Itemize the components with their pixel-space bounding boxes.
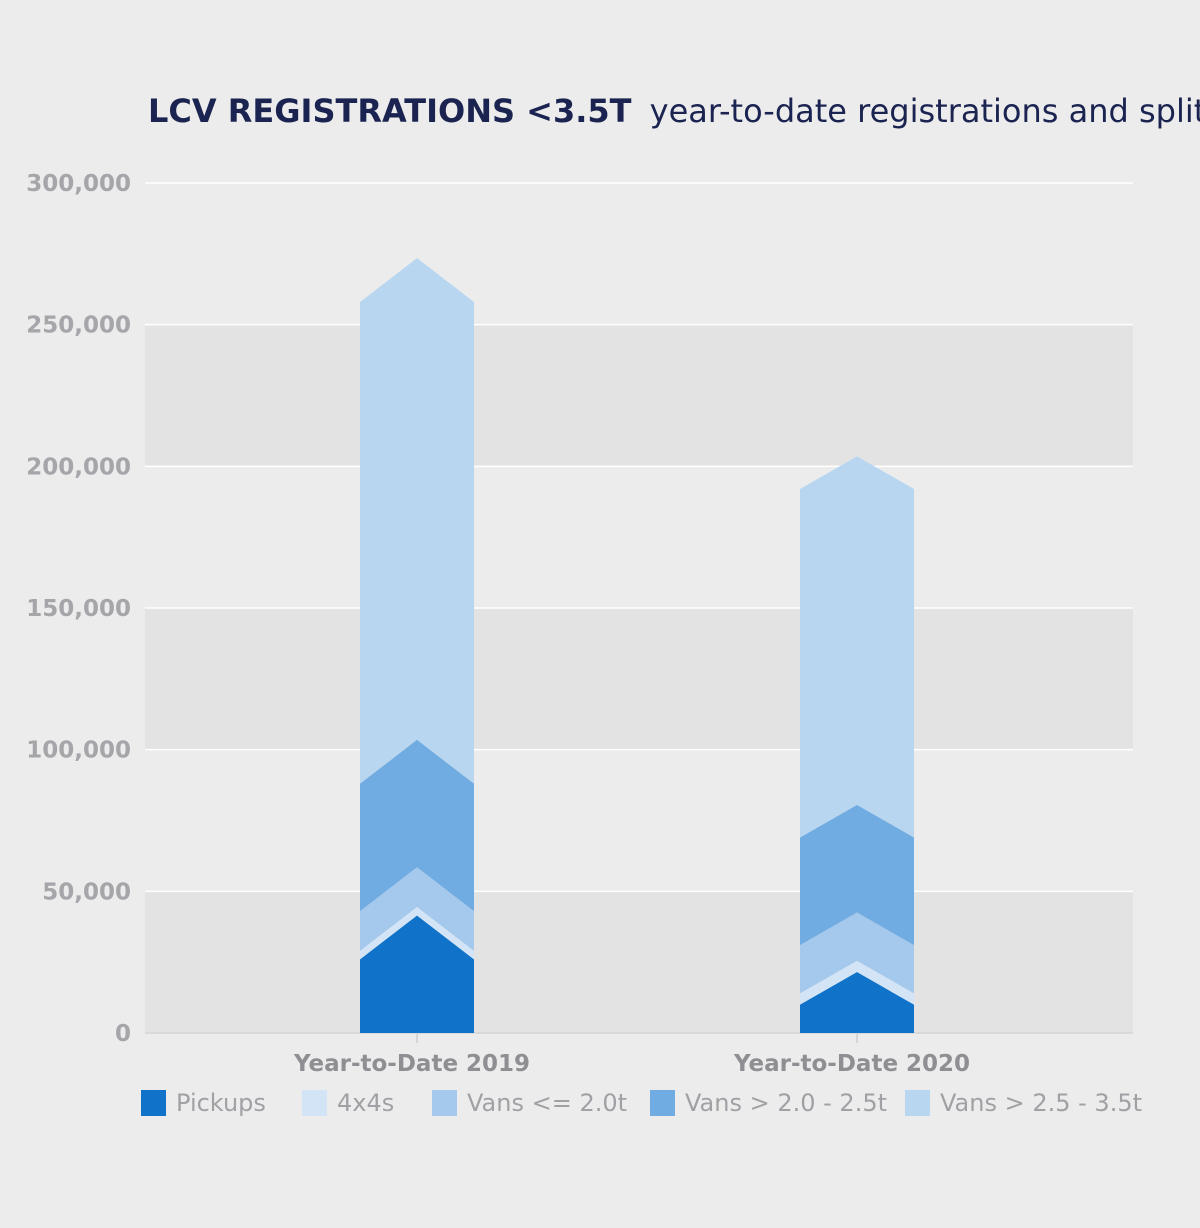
chart-title-bold: LCV REGISTRATIONS <3.5T [148, 92, 632, 130]
legend-label: 4x4s [337, 1089, 394, 1117]
bar-segment-5 [360, 258, 474, 784]
legend-swatch [432, 1090, 457, 1116]
plot-bands [145, 324, 1133, 1033]
bar-segment-4 [800, 804, 914, 946]
legend-item: Vans > 2.0 - 2.5t [650, 1089, 887, 1117]
x-axis: Year-to-Date 2019 Year-to-Date 2020 [293, 1033, 970, 1077]
y-tick-label: 100,000 [26, 738, 131, 764]
bar-segment-1 [360, 915, 474, 1033]
y-tick-label: 150,000 [26, 596, 131, 622]
legend-swatch [650, 1090, 675, 1116]
bar-segment-1 [800, 972, 914, 1033]
plot-band [145, 324, 1133, 467]
legend-item: Vans <= 2.0t [432, 1089, 627, 1117]
chart-title: LCV REGISTRATIONS <3.5T year-to-date reg… [148, 92, 1200, 130]
plot-band [145, 608, 1133, 750]
y-tick-label: 250,000 [26, 313, 131, 339]
bar-segment-3 [360, 867, 474, 951]
bar-segment-3 [800, 912, 914, 994]
x-tick-label: Year-to-Date 2020 [733, 1051, 970, 1077]
stacked-bars [360, 258, 914, 1033]
legend-swatch [905, 1090, 930, 1116]
legend-swatch [141, 1090, 166, 1116]
bar-segment-4 [360, 739, 474, 912]
legend-item: Pickups [141, 1089, 266, 1117]
bar-segment-2 [800, 960, 914, 1005]
legend-label: Vans > 2.5 - 3.5t [940, 1089, 1142, 1117]
legend-item: Vans > 2.5 - 3.5t [905, 1089, 1142, 1117]
y-tick-label: 300,000 [26, 171, 131, 197]
y-tick-label: 50,000 [42, 879, 131, 905]
legend-label: Vans > 2.0 - 2.5t [685, 1089, 887, 1117]
y-tick-label: 0 [115, 1021, 131, 1047]
gridlines [145, 182, 1133, 1034]
legend: Pickups 4x4s Vans <= 2.0t Vans > 2.0 - 2.5t… [141, 1089, 1142, 1117]
bar-segment-5 [800, 456, 914, 838]
legend-label: Pickups [176, 1089, 266, 1117]
y-axis: 0 50,000 100,000 150,000 200,000 250,000 300,0… [26, 171, 131, 1047]
plot-band [145, 891, 1133, 1033]
y-tick-label: 200,000 [26, 454, 131, 480]
x-tick-label: Year-to-Date 2019 [293, 1051, 530, 1077]
legend-swatch [302, 1090, 327, 1116]
legend-label: Vans <= 2.0t [467, 1089, 627, 1117]
chart-title-rest: year-to-date registrations and split [650, 92, 1200, 130]
legend-item: 4x4s [302, 1089, 394, 1117]
